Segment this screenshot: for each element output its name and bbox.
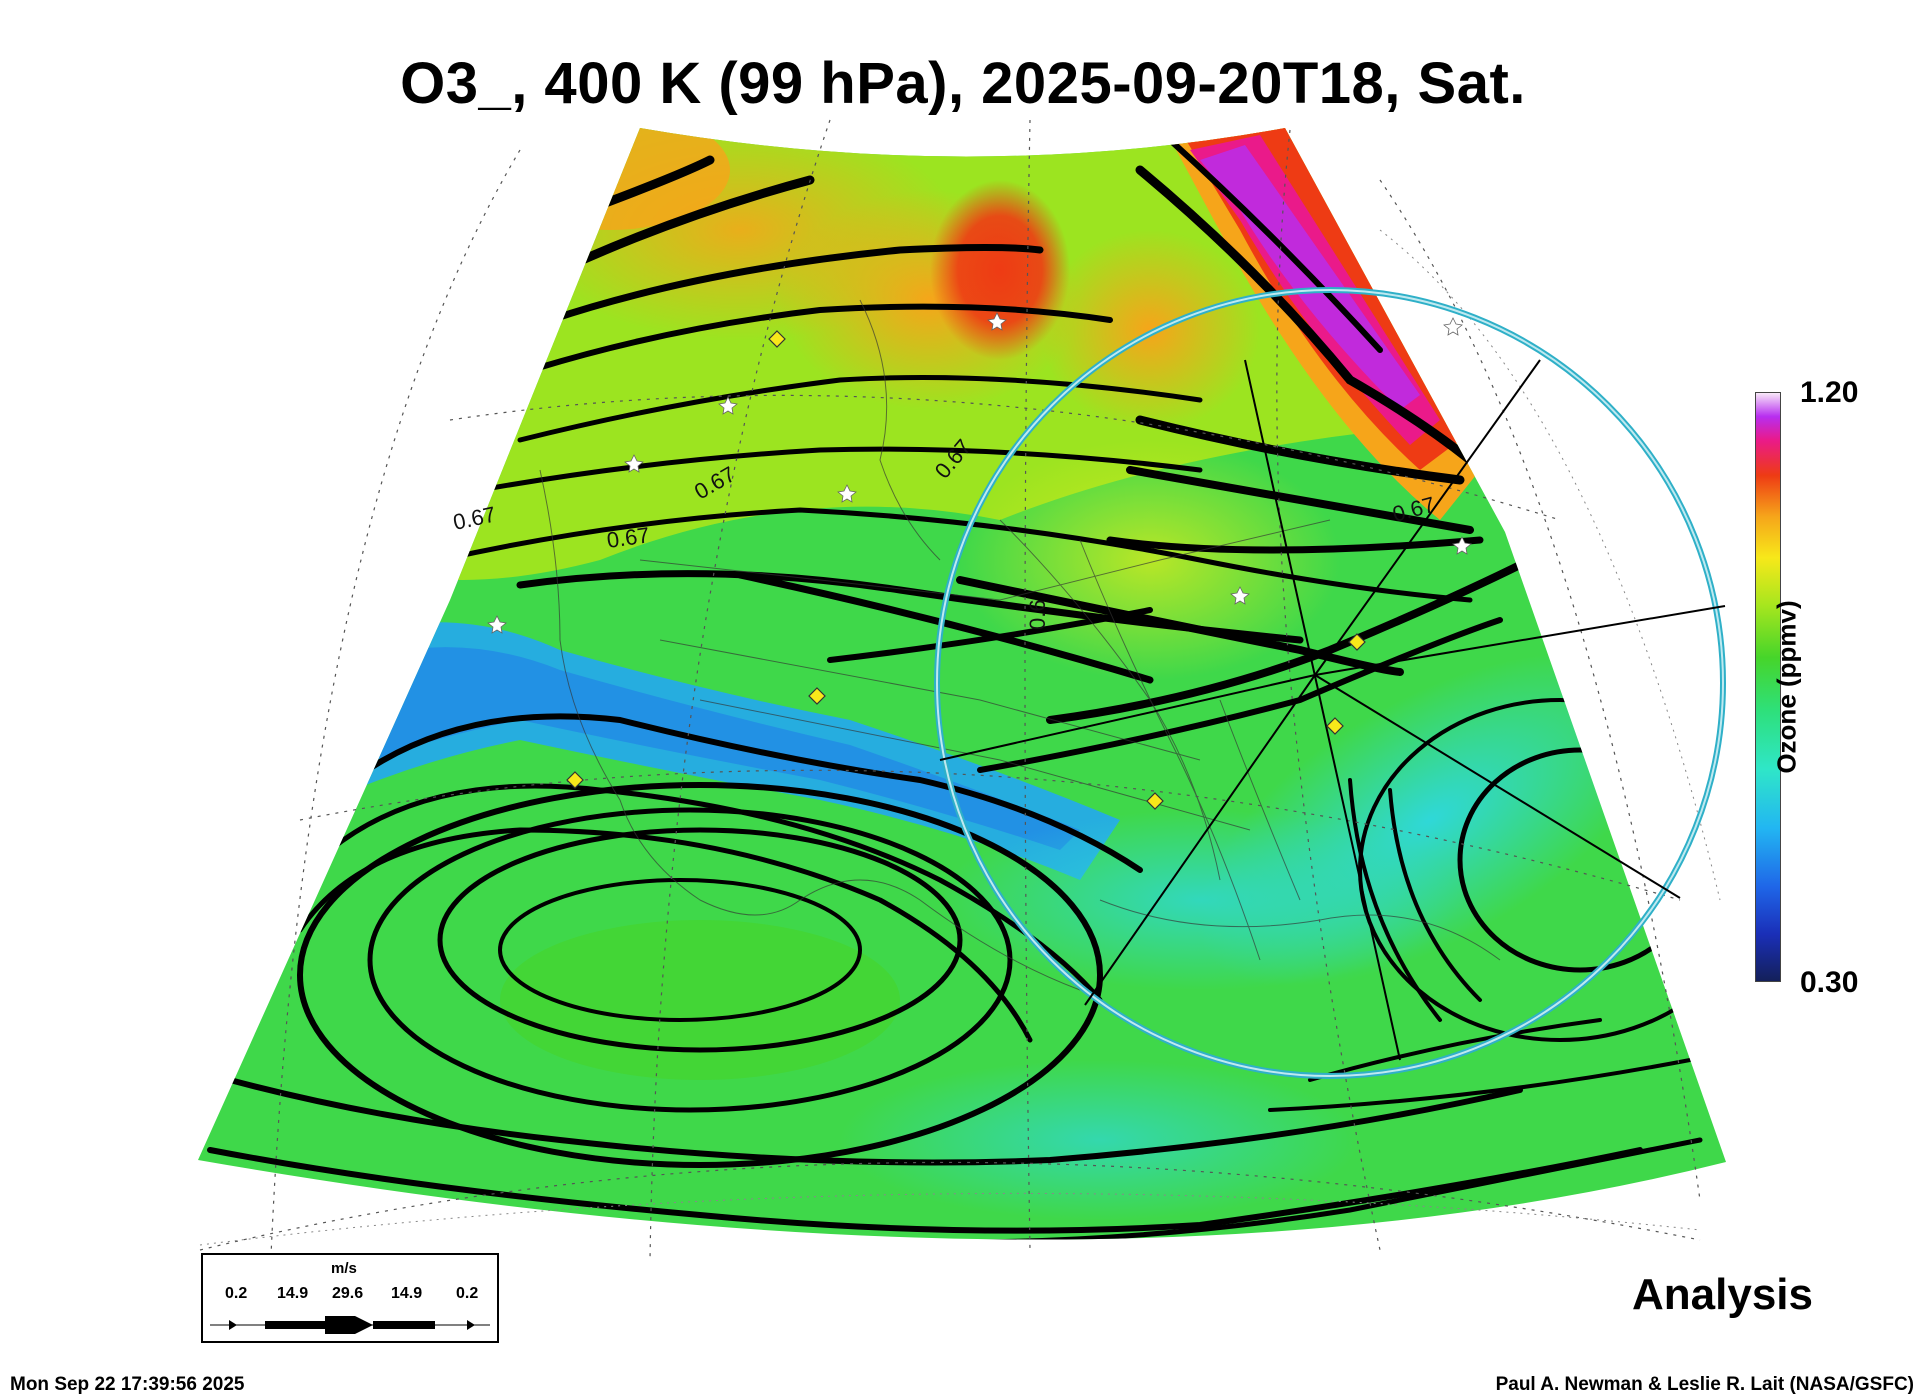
contour-label: 0.6 bbox=[1025, 599, 1050, 630]
wind-legend-tick: 0.2 bbox=[225, 1285, 248, 1302]
colorbar bbox=[1755, 392, 1781, 982]
wind-legend-tick: 0.2 bbox=[456, 1285, 479, 1302]
station-diamonds bbox=[566, 330, 1366, 810]
coastlines bbox=[539, 299, 1501, 991]
colorbar-gradient bbox=[1755, 392, 1781, 982]
station-diamond bbox=[808, 687, 826, 705]
station-diamond bbox=[768, 330, 786, 348]
wind-legend-tick: 14.9 bbox=[391, 1285, 423, 1302]
station-diamond bbox=[1146, 792, 1164, 810]
station-star bbox=[837, 484, 857, 503]
station-star bbox=[487, 615, 507, 634]
contour-label: 0.67 bbox=[605, 522, 651, 553]
station-star bbox=[1230, 586, 1250, 605]
wind-legend-arrow bbox=[210, 1316, 490, 1334]
station-stars bbox=[487, 312, 1472, 634]
wind-legend-tick: 14.9 bbox=[277, 1285, 309, 1302]
station-diamond bbox=[1326, 717, 1344, 735]
wind-streamlines bbox=[207, 137, 1726, 1240]
graticule bbox=[199, 119, 1701, 1281]
footer-credit: Paul A. Newman & Leslie R. Lait (NASA/GS… bbox=[1495, 1374, 1914, 1395]
map-title: O3_, 400 K (99 hPa), 2025-09-20T18, Sat. bbox=[400, 51, 1526, 116]
station-star bbox=[1443, 317, 1463, 336]
focus-circle-inner bbox=[936, 289, 1724, 1077]
station-star bbox=[718, 396, 738, 415]
wind-legend-unit: m/s bbox=[331, 1260, 357, 1277]
analysis-label: Analysis bbox=[1632, 1270, 1813, 1319]
wind-legend-tick: 29.6 bbox=[332, 1285, 364, 1302]
colorbar-title: Ozone (ppmv) bbox=[1771, 600, 1802, 774]
cross-lines bbox=[939, 359, 1726, 1061]
station-star bbox=[1452, 536, 1472, 555]
colorbar-max-label: 1.20 bbox=[1800, 376, 1859, 409]
projection-edge bbox=[199, 229, 1721, 1246]
station-diamond bbox=[1348, 633, 1366, 651]
colorbar-min-label: 0.30 bbox=[1800, 966, 1859, 999]
footer-timestamp: Mon Sep 22 17:39:56 2025 bbox=[10, 1374, 245, 1395]
station-star bbox=[987, 312, 1007, 331]
station-star bbox=[624, 454, 644, 473]
station-diamond bbox=[566, 771, 584, 789]
